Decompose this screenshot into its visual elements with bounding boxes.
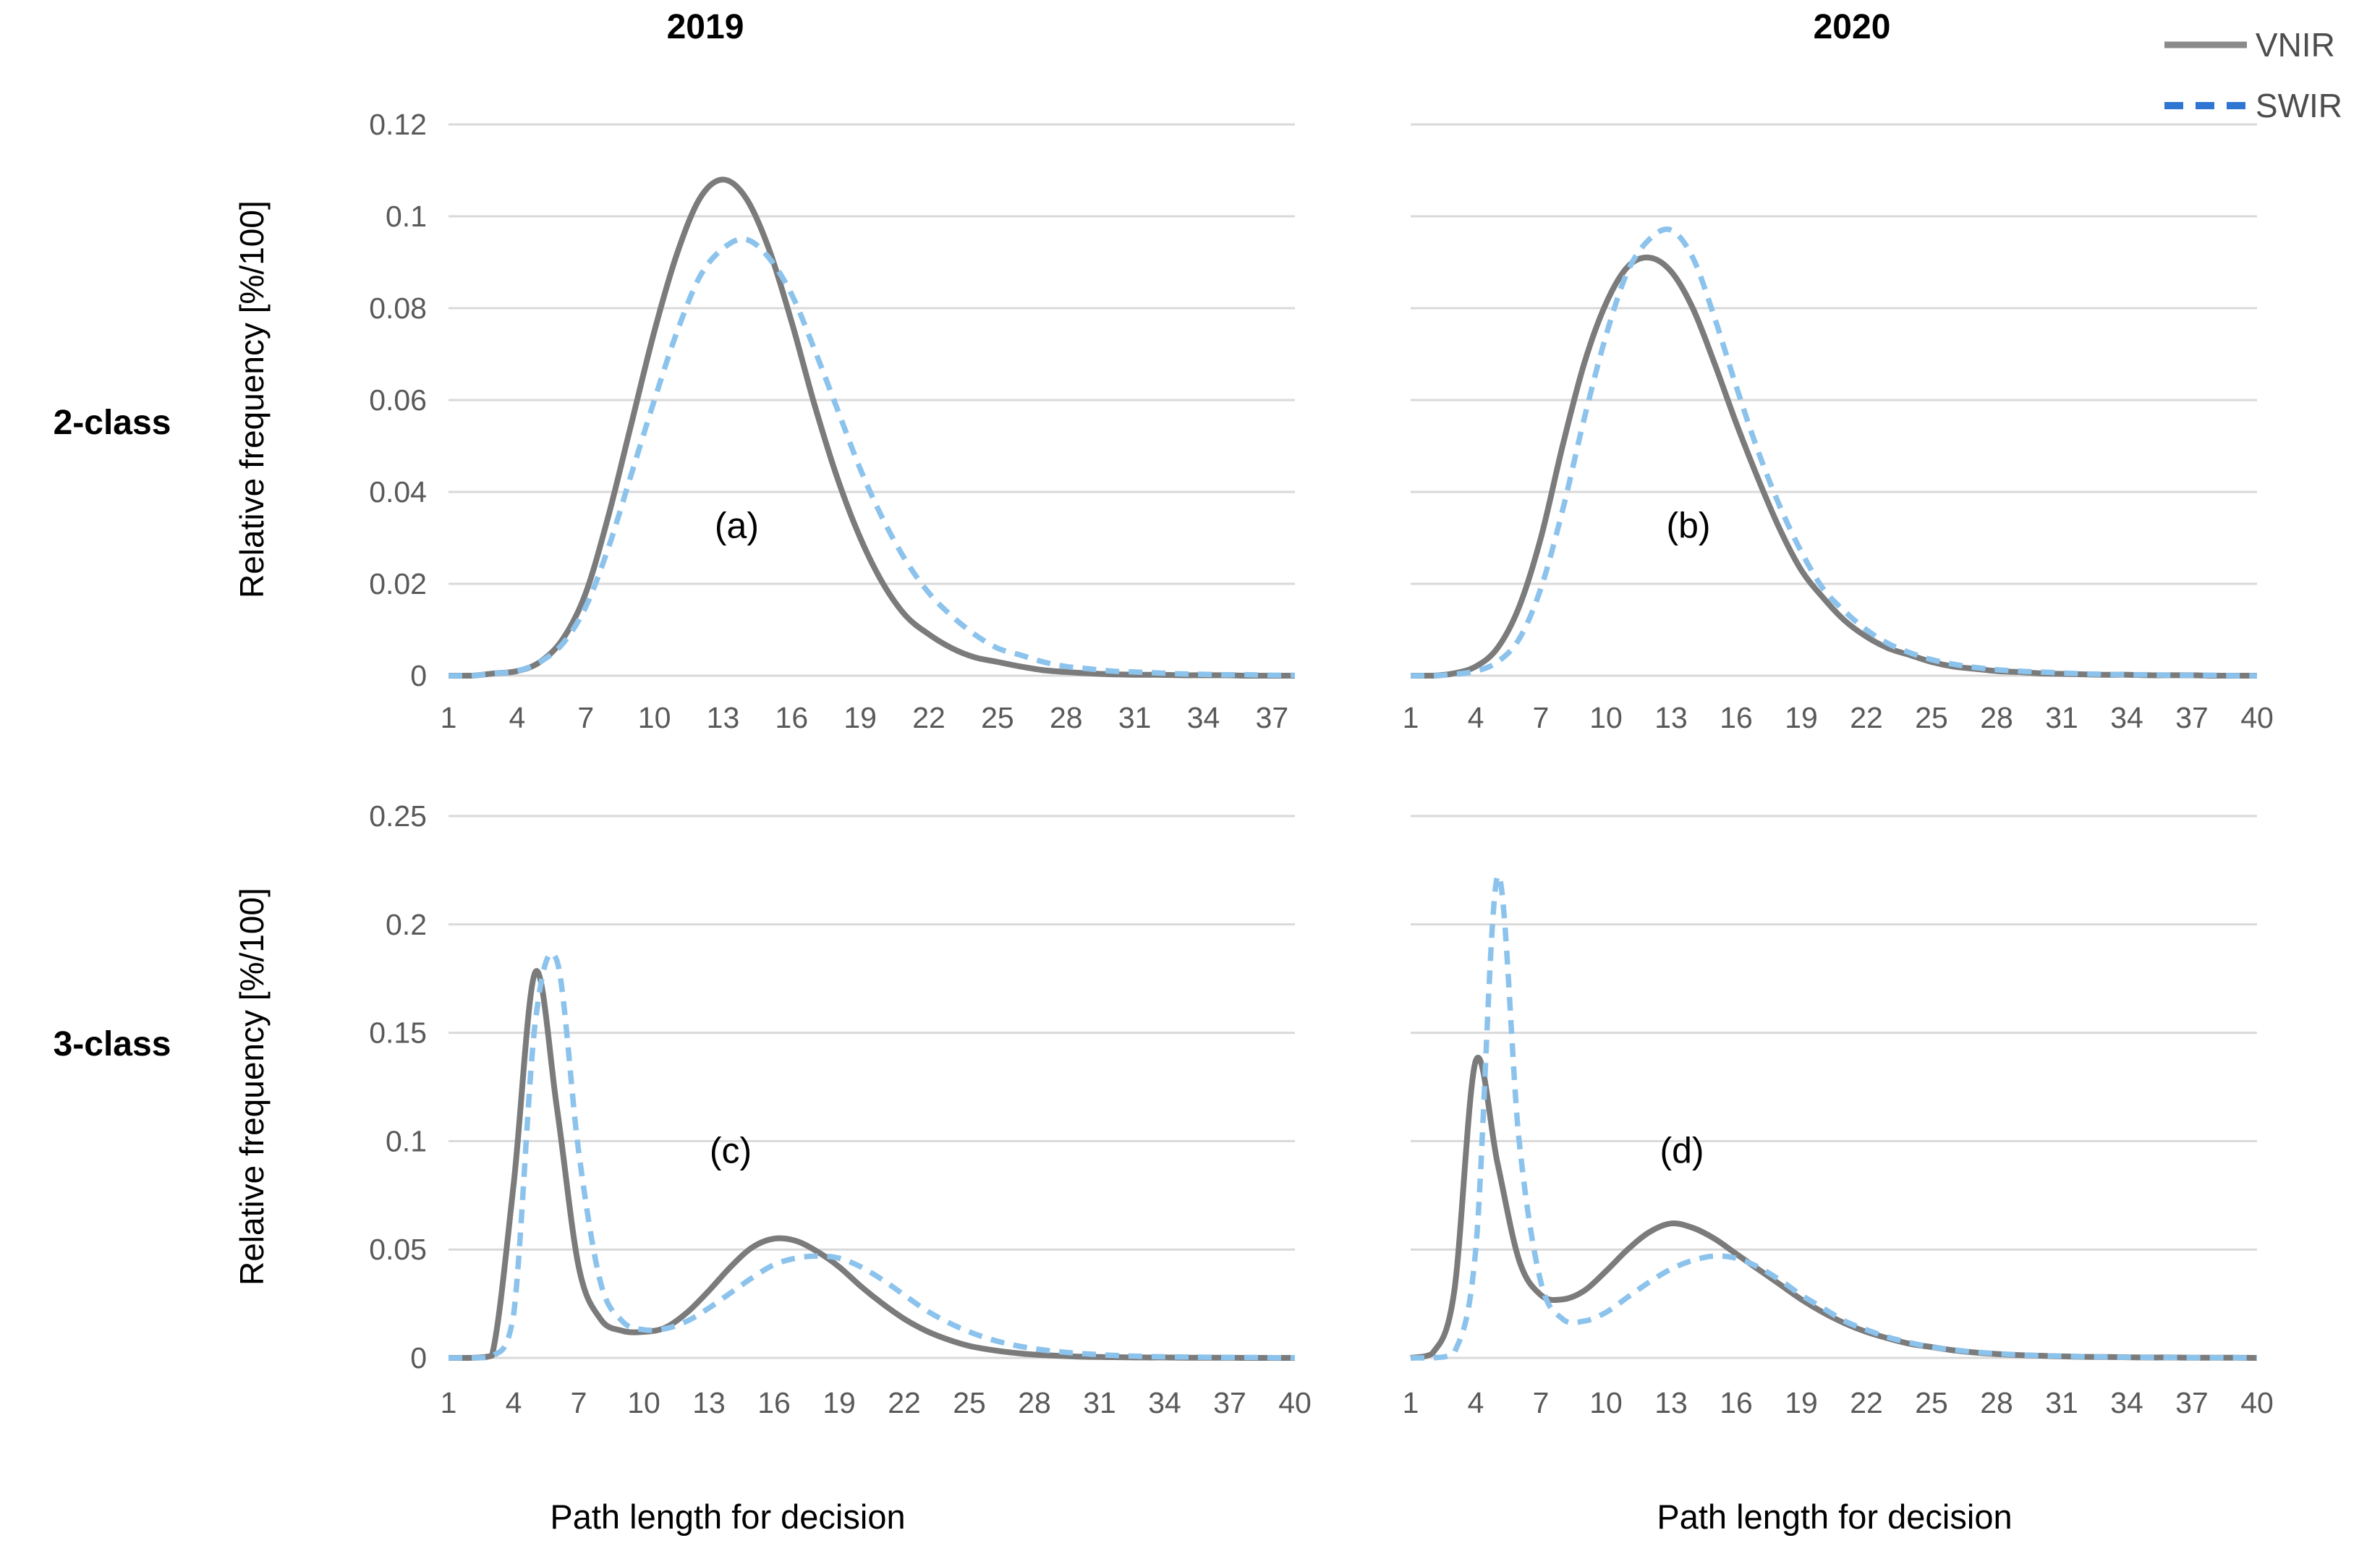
- x-tick-label: 40: [2240, 701, 2274, 734]
- x-tick-label: 4: [506, 1386, 522, 1419]
- x-tick-label: 1: [1403, 1386, 1419, 1419]
- y-tick-label: 0.02: [369, 567, 427, 600]
- legend-label-vnir: VNIR: [2255, 26, 2335, 64]
- x-tick-label: 13: [692, 1386, 726, 1419]
- x-tick-label: 19: [1785, 701, 1818, 734]
- legend-item-swir: SWIR: [2163, 85, 2342, 126]
- column-title-2020: 2020: [1813, 8, 1891, 46]
- x-tick-label: 4: [509, 701, 525, 734]
- chart-panel-a: 0.12 0.1 0.08 0.06 0.04 0.02 01 4 7 10 13 16 19 22 25 2…: [369, 108, 1296, 734]
- x-tick-label: 22: [1850, 701, 1883, 734]
- x-tick-label: 1: [441, 701, 457, 734]
- x-tick-label: 28: [1018, 1386, 1051, 1419]
- y-tick-label: 0.2: [386, 908, 427, 941]
- x-tick-label: 10: [638, 701, 671, 734]
- swir-series-line: [1411, 872, 2258, 1361]
- x-tick-label: 28: [1980, 1386, 2013, 1419]
- y-tick-label: 0.05: [369, 1233, 427, 1266]
- x-tick-label: 37: [1256, 701, 1289, 734]
- x-tick-label: 34: [2110, 1386, 2143, 1419]
- x-tick-label: 4: [1468, 1386, 1484, 1419]
- x-axis-title-right: Path length for decision: [1657, 1498, 2013, 1536]
- y-tick-label: 0.12: [369, 108, 427, 141]
- x-tick-label: 19: [843, 701, 877, 734]
- y-tick-label: 0.1: [386, 200, 427, 233]
- x-tick-label: 34: [2110, 701, 2143, 734]
- column-title-2019: 2019: [666, 8, 744, 46]
- vnir-series-line: [449, 968, 1295, 1361]
- y-tick-label: 0.15: [369, 1016, 427, 1050]
- swir-line-swatch-icon: [2164, 102, 2247, 109]
- x-tick-label: 19: [1785, 1386, 1818, 1419]
- x-tick-label: 16: [1720, 1386, 1753, 1419]
- x-tick-label: 28: [1980, 701, 2013, 734]
- row-label-3class: 3-class: [53, 1025, 171, 1063]
- x-tick-label: 22: [1850, 1386, 1883, 1419]
- x-tick-label: 19: [823, 1386, 856, 1419]
- x-tick-label: 10: [1589, 701, 1623, 734]
- x-tick-label: 4: [1468, 701, 1484, 734]
- x-tick-label: 1: [1403, 701, 1419, 734]
- x-tick-label: 25: [1915, 701, 1948, 734]
- x-tick-label: 31: [1083, 1386, 1116, 1419]
- swir-series-line: [449, 951, 1296, 1361]
- x-tick-label: 34: [1187, 701, 1220, 734]
- x-tick-label: 22: [912, 701, 945, 734]
- panel-annotation: (c): [710, 1130, 752, 1171]
- x-tick-label: 13: [707, 701, 740, 734]
- x-tick-label: 37: [1213, 1386, 1246, 1419]
- x-tick-label: 7: [1533, 1386, 1550, 1419]
- x-tick-label: 16: [757, 1386, 791, 1419]
- x-tick-label: 25: [981, 701, 1014, 734]
- y-tick-label: 0.25: [369, 799, 427, 833]
- x-tick-label: 22: [888, 1386, 921, 1419]
- y-tick-label: 0: [410, 659, 427, 692]
- x-tick-label: 10: [627, 1386, 660, 1419]
- x-tick-label: 10: [1589, 1386, 1623, 1419]
- x-tick-label: 7: [577, 701, 594, 734]
- vnir-series-line: [1410, 254, 2257, 679]
- y-tick-label: 0.06: [369, 383, 427, 417]
- panel-annotation: (a): [715, 506, 759, 546]
- x-tick-label: 16: [775, 701, 809, 734]
- x-tick-label: 40: [2240, 1386, 2274, 1419]
- vnir-series-line: [448, 177, 1295, 679]
- swir-series-line: [1410, 226, 2257, 679]
- legend-label-swir: SWIR: [2255, 87, 2342, 124]
- chart-panel-d: 1 4 7 10 13 16 19 22 25 28 31 34 37 40 (d): [1403, 815, 2274, 1419]
- x-tick-label: 16: [1720, 701, 1753, 734]
- x-tick-label: 34: [1148, 1386, 1181, 1419]
- legend: VNIR SWIR: [2163, 25, 2342, 126]
- panel-annotation: (d): [1659, 1130, 1704, 1171]
- x-tick-label: 1: [441, 1386, 457, 1419]
- x-tick-label: 28: [1050, 701, 1083, 734]
- y-tick-label: 0.08: [369, 292, 427, 325]
- y-tick-label: 0: [410, 1341, 427, 1375]
- x-axis-title-left: Path length for decision: [550, 1498, 906, 1536]
- y-tick-label: 0.04: [369, 475, 427, 509]
- x-tick-label: 37: [2175, 701, 2209, 734]
- chart-panel-b: 1 4 7 10 13 16 19 22 25 28 31 34 37 40 (b): [1403, 123, 2274, 734]
- x-tick-label: 7: [1533, 701, 1550, 734]
- vnir-line-swatch-icon: [2164, 41, 2247, 48]
- x-tick-label: 40: [1278, 1386, 1312, 1419]
- x-tick-label: 25: [953, 1386, 986, 1419]
- x-tick-label: 31: [2045, 701, 2078, 734]
- chart-panel-c: 0.25 0.2 0.15 0.1 0.05 01 4 7 10 13 16 19 22 25 28 31 34…: [369, 799, 1312, 1419]
- x-tick-label: 31: [1118, 701, 1152, 734]
- panel-annotation: (b): [1666, 506, 1710, 546]
- x-tick-label: 25: [1915, 1386, 1948, 1419]
- x-tick-label: 7: [571, 1386, 587, 1419]
- x-tick-label: 13: [1654, 1386, 1688, 1419]
- y-tick-label: 0.1: [386, 1124, 427, 1157]
- legend-item-vnir: VNIR: [2163, 25, 2342, 65]
- row-label-2class: 2-class: [53, 404, 171, 442]
- swir-series-line: [448, 236, 1296, 679]
- x-tick-label: 31: [2045, 1386, 2078, 1419]
- x-tick-label: 13: [1654, 701, 1688, 734]
- x-tick-label: 37: [2175, 1386, 2209, 1419]
